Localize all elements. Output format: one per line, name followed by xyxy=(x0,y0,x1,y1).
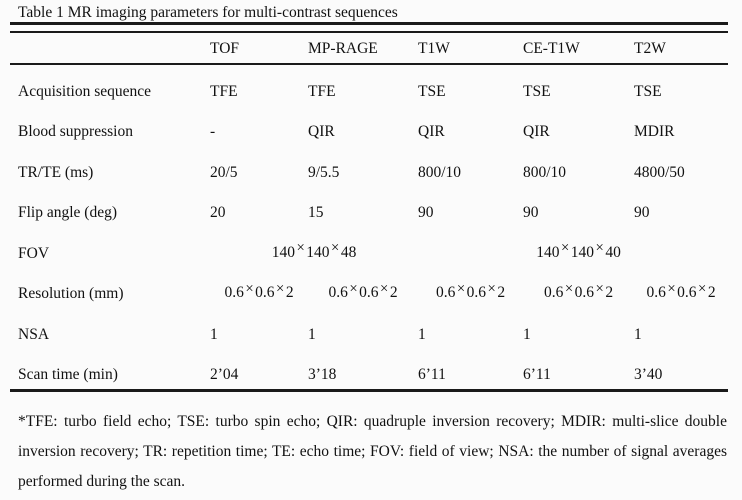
table-cell: 1 xyxy=(308,325,316,343)
table-cell: 20 xyxy=(210,204,226,221)
table-cell: 1 xyxy=(418,325,426,343)
table-footnote: *TFE: turbo field echo; TSE: turbo spin … xyxy=(18,413,727,490)
column-header-t2w: T2W xyxy=(634,39,666,57)
table-cell-fov-group1: 140 ×140 ×48 xyxy=(271,240,357,261)
table-cell: 0.6 ×0.6 ×2 xyxy=(543,280,614,302)
multiplication-sign: × xyxy=(276,280,285,297)
table-cell: 0.6 ×0.6 ×2 xyxy=(224,280,294,302)
table-row-fov: FOV 140 ×140 ×48 140 ×140 ×40 xyxy=(10,227,728,268)
table-cell: 1 xyxy=(634,325,642,343)
table-row-acquisition-sequence: Acquisition sequence TFE TFE TSE TSE TSE xyxy=(10,65,728,106)
multiplication-sign: × xyxy=(296,240,305,256)
table-row-resolution: Resolution (mm) 0.6 ×0.6 ×2 0.6 ×0.6 ×2 0.6 ×… xyxy=(10,268,728,309)
table-cell: MDIR xyxy=(634,123,675,140)
table-cell-fov-group2: 140 ×140 ×40 xyxy=(536,240,621,261)
row-label: Blood suppression xyxy=(18,123,133,140)
row-label: Resolution (mm) xyxy=(18,285,124,302)
multiplication-sign: × xyxy=(331,240,340,256)
table-header-separator xyxy=(10,63,728,65)
multiplication-sign: × xyxy=(245,280,254,297)
table-cell: 1 xyxy=(210,325,218,343)
multiplication-sign: × xyxy=(487,280,496,297)
multiplication-sign: × xyxy=(698,280,707,297)
row-label: NSA xyxy=(18,325,50,343)
table-cell: 15 xyxy=(308,204,324,221)
table-body: Acquisition sequence TFE TFE TSE TSE TSE… xyxy=(10,65,728,389)
table-row-nsa: NSA 1 1 1 1 1 xyxy=(10,308,728,349)
table-cell: 20/5 xyxy=(210,163,238,181)
table-cell: 90 xyxy=(634,204,650,221)
multiplication-sign: × xyxy=(667,280,676,297)
row-label: Scan time (min) xyxy=(18,366,118,383)
table-cell: 6’11 xyxy=(418,366,446,383)
table-row-blood-suppression: Blood suppression - QIR QIR QIR MDIR xyxy=(10,106,728,147)
table-cell: 4800/50 xyxy=(634,163,685,181)
multiplication-sign: × xyxy=(456,280,466,297)
column-header-tof: TOF xyxy=(210,39,240,57)
table-cell: 6’11 xyxy=(523,366,551,383)
table-cell: 1 xyxy=(523,325,531,343)
row-label: TR/TE (ms) xyxy=(18,163,94,181)
table-cell: QIR xyxy=(523,123,550,140)
table-cell: QIR xyxy=(308,123,335,140)
multiplication-sign: × xyxy=(595,240,604,256)
multiplication-sign: × xyxy=(560,240,570,256)
multiplication-sign: × xyxy=(595,280,604,297)
table-cell: TSE xyxy=(634,82,662,100)
row-label: FOV xyxy=(18,244,50,262)
table-cell: TSE xyxy=(523,82,551,100)
multiplication-sign: × xyxy=(564,280,574,297)
row-label: Acquisition sequence xyxy=(18,82,152,100)
table-bottom-border xyxy=(10,389,728,392)
table-cell: 3’18 xyxy=(308,366,337,383)
column-header-mprage: MP-RAGE xyxy=(308,39,378,57)
table-top-border-thin xyxy=(10,31,728,33)
table-cell: TSE xyxy=(418,82,446,100)
table-cell: 2’04 xyxy=(210,366,239,383)
table-cell: TFE xyxy=(308,82,336,100)
table-caption: Table 1 MR imaging parameters for multi-… xyxy=(18,4,398,21)
table-cell: - xyxy=(210,123,216,140)
table-cell: 90 xyxy=(523,204,539,221)
table-cell: 800/10 xyxy=(523,163,567,181)
table-cell: TFE xyxy=(210,82,238,100)
multiplication-sign: × xyxy=(380,280,389,297)
row-label: Flip angle (deg) xyxy=(18,204,118,221)
table-header-row: TOF MP-RAGE T1W CE-T1W T2W xyxy=(10,33,728,63)
table-cell: 800/10 xyxy=(418,163,462,181)
table-row-tr-te: TR/TE (ms) 20/5 9/5.5 800/10 800/10 4800… xyxy=(10,146,728,187)
table-cell: QIR xyxy=(418,123,445,140)
table-cell: 9/5.5 xyxy=(308,163,340,181)
column-header-t1w: T1W xyxy=(418,39,450,57)
table-cell: 0.6 ×0.6 ×2 xyxy=(328,280,398,302)
table-top-border-thick xyxy=(10,22,728,25)
table-cell: 3’40 xyxy=(634,366,663,383)
table-cell: 0.6 ×0.6 ×2 xyxy=(646,280,716,302)
table-row-flip-angle: Flip angle (deg) 20 15 90 90 90 xyxy=(10,187,728,228)
table-cell: 90 xyxy=(418,204,434,221)
column-header-cet1w: CE-T1W xyxy=(523,39,580,57)
multiplication-sign: × xyxy=(349,280,358,297)
table-row-scan-time: Scan time (min) 2’04 3’18 6’11 6’11 3’40 xyxy=(10,349,728,390)
table-cell: 0.6 ×0.6 ×2 xyxy=(435,280,506,302)
